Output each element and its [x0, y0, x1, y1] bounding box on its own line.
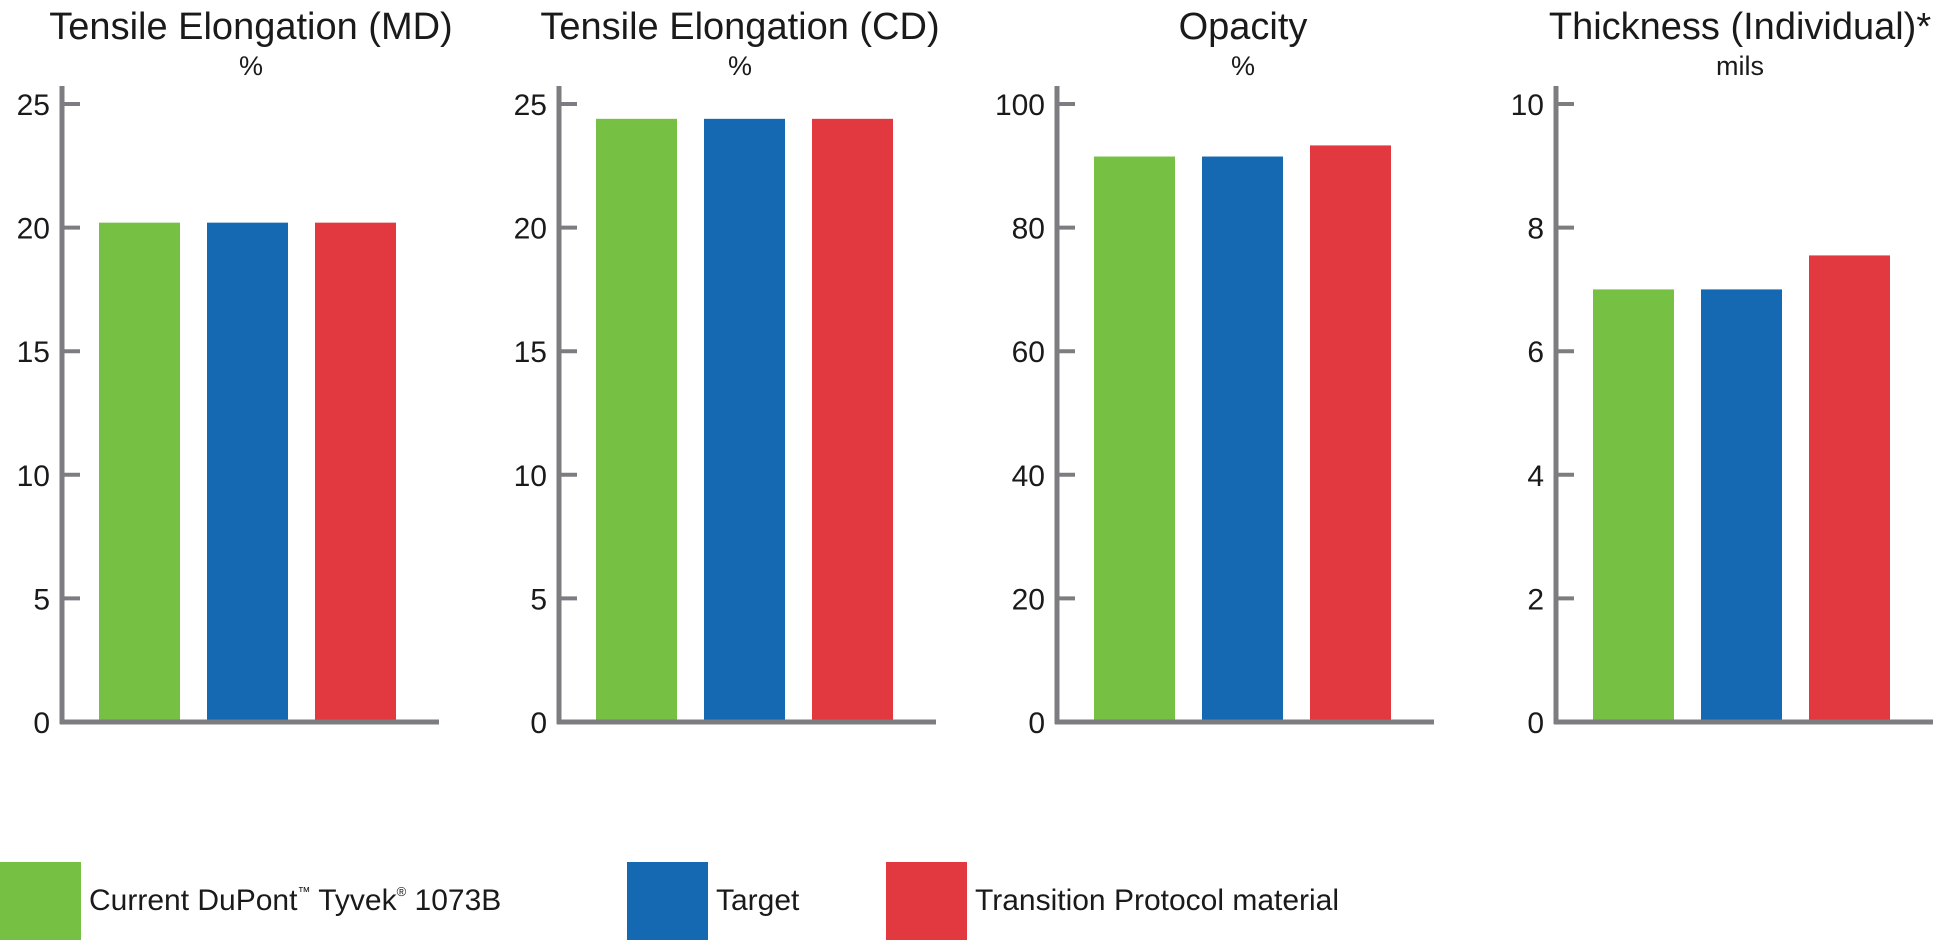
thickness-bar-2	[1701, 289, 1782, 722]
opacity-bar-1	[1094, 156, 1175, 722]
tensile-md-unit-label: %	[239, 51, 263, 81]
opacity-y-tick-label: 20	[1012, 583, 1045, 616]
opacity-y-tick-label: 60	[1012, 336, 1045, 369]
tensile-cd-y-tick-label: 5	[530, 583, 547, 616]
tensile-cd-unit-label: %	[728, 51, 752, 81]
tensile-cd-bar-2	[704, 118, 785, 722]
tensile-md-bar-1	[99, 222, 180, 722]
tensile-md-bar-2	[207, 222, 288, 722]
opacity-bar-2	[1202, 156, 1283, 722]
thickness-y-tick-label: 4	[1527, 460, 1544, 493]
tensile-md-y-tick-label: 5	[33, 583, 50, 616]
legend-swatch-target	[627, 862, 708, 940]
opacity-y-tick-label: 40	[1012, 460, 1045, 493]
thickness-title: Thickness (Individual)*	[1549, 6, 1931, 48]
opacity-title: Opacity	[1179, 6, 1308, 48]
opacity-y-tick-label: 80	[1012, 213, 1045, 246]
tensile-cd-y-tick-label: 20	[514, 213, 547, 246]
thickness-bar-3	[1809, 255, 1890, 722]
legend-swatch-transition	[886, 862, 967, 940]
legend-item-transition: Transition Protocol material	[886, 862, 1339, 940]
thickness-y-tick-label: 10	[1511, 89, 1544, 122]
tensile-cd-y-tick-label: 0	[530, 707, 547, 740]
tensile-md-y-tick-label: 15	[17, 336, 50, 369]
thickness-y-tick-label: 8	[1527, 213, 1544, 246]
tensile-cd-bar-3	[812, 118, 893, 722]
opacity-y-tick-label: 100	[995, 89, 1045, 122]
tensile-md-y-tick-label: 25	[17, 89, 50, 122]
tensile-md-y-tick-label: 20	[17, 213, 50, 246]
thickness-y-tick-label: 2	[1527, 583, 1544, 616]
legend-swatch-current	[0, 862, 81, 940]
opacity-bar-3	[1310, 145, 1391, 722]
tensile-cd-y-tick-label: 15	[514, 336, 547, 369]
opacity-y-tick-label: 0	[1028, 707, 1045, 740]
tensile-md-title: Tensile Elongation (MD)	[49, 6, 452, 48]
thickness-y-tick-label: 6	[1527, 336, 1544, 369]
legend-label-current: Current DuPont™ Tyvek® 1073B	[89, 884, 502, 917]
tensile-md-y-tick-label: 0	[33, 707, 50, 740]
legend-label-target: Target	[716, 884, 800, 917]
tensile-cd-title: Tensile Elongation (CD)	[540, 6, 939, 48]
legend-item-target: Target	[627, 862, 799, 940]
tensile-cd-y-tick-label: 25	[514, 89, 547, 122]
thickness-unit-label: mils	[1716, 51, 1764, 81]
tensile-md-y-tick-label: 10	[17, 460, 50, 493]
legend-label-transition: Transition Protocol material	[975, 884, 1340, 917]
thickness-y-tick-label: 0	[1527, 707, 1544, 740]
opacity-unit-label: %	[1231, 51, 1255, 81]
tensile-cd-bar-1	[596, 118, 677, 722]
thickness-bar-1	[1593, 289, 1674, 722]
legend-item-current: Current DuPont™ Tyvek® 1073B	[0, 862, 501, 940]
tensile-cd-y-tick-label: 10	[514, 460, 547, 493]
tensile-md-bar-3	[315, 222, 396, 722]
